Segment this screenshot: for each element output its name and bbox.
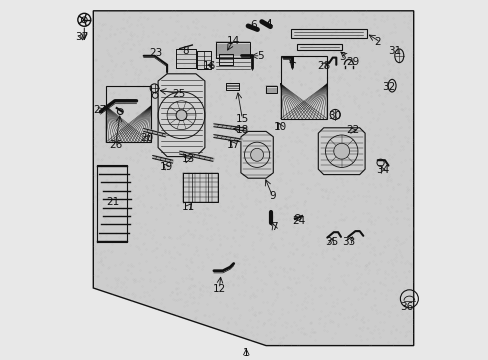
Text: 8: 8 — [182, 46, 189, 57]
Text: 4: 4 — [287, 57, 294, 67]
Polygon shape — [318, 128, 365, 175]
Text: 31: 31 — [387, 46, 401, 56]
Text: 7: 7 — [270, 222, 277, 232]
Polygon shape — [158, 74, 204, 157]
Text: 21: 21 — [106, 197, 120, 207]
Text: 14: 14 — [226, 36, 239, 46]
Polygon shape — [143, 129, 166, 137]
Text: 36: 36 — [399, 302, 412, 312]
Text: 16: 16 — [202, 60, 215, 71]
Text: 2: 2 — [373, 37, 380, 47]
Circle shape — [176, 110, 186, 121]
Text: 13: 13 — [182, 154, 195, 164]
Text: 6: 6 — [249, 20, 256, 30]
Text: 12: 12 — [212, 284, 225, 294]
Text: 34: 34 — [375, 165, 388, 175]
Text: 28: 28 — [316, 60, 330, 71]
Circle shape — [333, 143, 349, 159]
Text: 10: 10 — [273, 122, 286, 132]
Text: 35: 35 — [325, 237, 338, 247]
Text: 11: 11 — [182, 202, 195, 212]
Text: 27: 27 — [93, 105, 106, 115]
Text: 1: 1 — [243, 348, 249, 358]
Text: 32: 32 — [381, 82, 394, 92]
Polygon shape — [93, 11, 413, 346]
Text: 26: 26 — [109, 140, 122, 150]
Text: 17: 17 — [226, 140, 240, 150]
Text: 22: 22 — [345, 125, 358, 135]
Circle shape — [250, 148, 263, 161]
Text: 29: 29 — [345, 57, 358, 67]
Text: 18: 18 — [235, 125, 248, 135]
Polygon shape — [213, 124, 247, 131]
Text: 37: 37 — [75, 32, 88, 42]
Text: 15: 15 — [235, 114, 248, 124]
Text: 23: 23 — [149, 48, 163, 58]
Polygon shape — [213, 135, 242, 142]
Text: 4: 4 — [265, 19, 272, 30]
Text: 30: 30 — [327, 111, 340, 121]
Text: 25: 25 — [172, 89, 185, 99]
Polygon shape — [179, 151, 214, 161]
Text: 5: 5 — [257, 51, 264, 61]
Text: 19: 19 — [160, 162, 173, 172]
Text: 24: 24 — [291, 216, 305, 226]
Text: 3: 3 — [339, 51, 346, 62]
Text: 9: 9 — [269, 191, 275, 201]
Text: 33: 33 — [342, 237, 355, 247]
Polygon shape — [241, 131, 273, 178]
Text: 20: 20 — [140, 133, 153, 143]
Polygon shape — [152, 156, 173, 163]
